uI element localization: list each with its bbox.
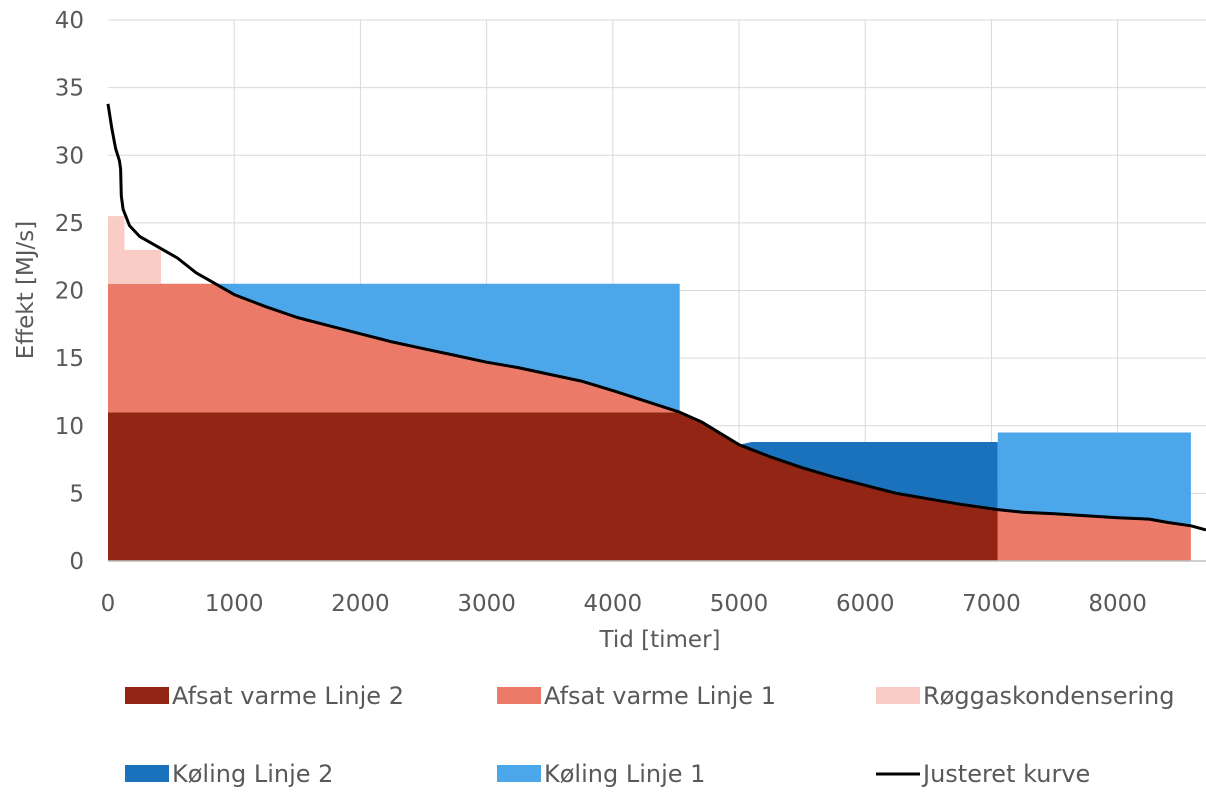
legend-swatch (876, 687, 920, 704)
x-tick-label: 6000 (836, 591, 895, 617)
legend-item-justeret-kurve: Justeret kurve (876, 760, 1090, 788)
y-tick-label: 35 (55, 76, 84, 102)
x-tick-label: 3000 (457, 591, 516, 617)
legend-label: Afsat varme Linje 2 (172, 682, 404, 710)
y-tick-label: 15 (55, 346, 84, 372)
plot-areas (108, 216, 1191, 561)
x-tick-label: 5000 (710, 591, 769, 617)
area-roggaskondensering (108, 216, 161, 284)
legend-label: Køling Linje 1 (544, 760, 705, 788)
legend-item-koling-linje-1: Køling Linje 1 (497, 760, 705, 788)
legend-label: Røggaskondensering (923, 682, 1174, 710)
legend-item-koling-linje-2: Køling Linje 2 (125, 760, 333, 788)
y-tick-label: 25 (55, 211, 84, 237)
legend-swatch (125, 687, 169, 704)
y-tick-label: 0 (69, 549, 84, 575)
x-tick-label: 4000 (584, 591, 643, 617)
legend-label: Afsat varme Linje 1 (544, 682, 776, 710)
legend: Afsat varme Linje 2 Afsat varme Linje 1 Rø… (125, 682, 1174, 788)
x-tick-label: 1000 (205, 591, 264, 617)
legend-swatch (125, 765, 169, 782)
y-tick-label: 10 (55, 414, 84, 440)
x-tick-labels: 0 1000 2000 3000 4000 5000 6000 7000 8000 (101, 591, 1147, 617)
y-tick-label: 20 (55, 279, 84, 305)
legend-item-roggaskondensering: Røggaskondensering (876, 682, 1174, 710)
x-tick-label: 2000 (331, 591, 390, 617)
y-tick-label: 40 (55, 8, 84, 34)
y-tick-labels: 0 5 10 15 20 25 30 35 40 (55, 8, 84, 575)
legend-swatch (497, 687, 541, 704)
legend-label: Køling Linje 2 (172, 760, 333, 788)
legend-swatch (497, 765, 541, 782)
x-tick-label: 0 (101, 591, 116, 617)
x-tick-label: 7000 (962, 591, 1021, 617)
legend-item-afsat-varme-linje-2: Afsat varme Linje 2 (125, 682, 404, 710)
x-tick-label: 8000 (1088, 591, 1147, 617)
legend-item-afsat-varme-linje-1: Afsat varme Linje 1 (497, 682, 776, 710)
y-tick-label: 30 (55, 143, 84, 169)
legend-label: Justeret kurve (921, 760, 1090, 788)
y-axis-label: Effekt [MJ/s] (13, 221, 39, 359)
x-axis-label: Tid [timer] (598, 627, 720, 653)
y-tick-label: 5 (69, 481, 84, 507)
